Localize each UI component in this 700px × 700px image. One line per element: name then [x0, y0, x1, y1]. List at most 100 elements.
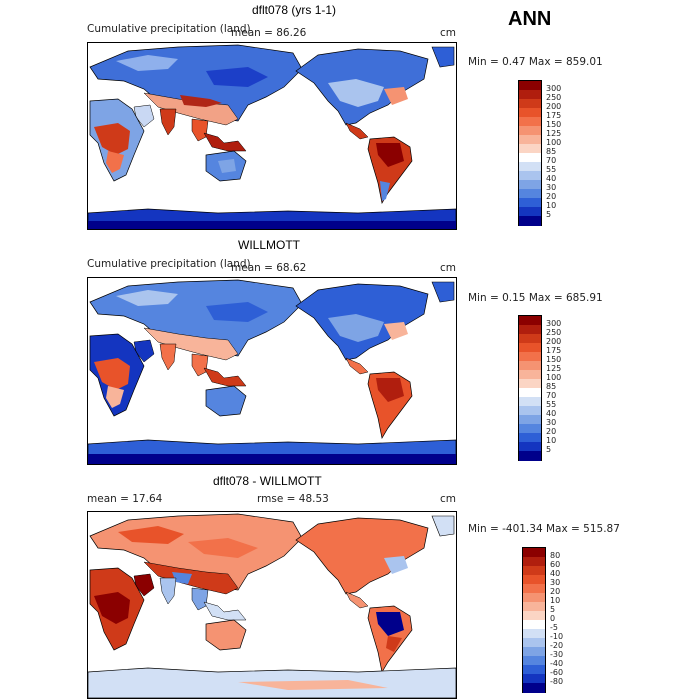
colorbar-swatch: [519, 388, 541, 398]
panel3-map: [87, 511, 457, 699]
panel3-units: cm: [440, 493, 457, 505]
colorbar-swatch: [523, 656, 545, 666]
colorbar-swatch: [519, 397, 541, 407]
colorbar-swatch: [523, 566, 545, 576]
panel1-map: [87, 42, 457, 230]
colorbar-tick-label: 5: [546, 210, 552, 219]
colorbar-tick-label: -60: [550, 668, 564, 677]
panel2-subtitle: Cumulative precipitation (land): [87, 258, 251, 270]
colorbar-tick-label: 200: [546, 102, 562, 111]
colorbar-tick-label: 85: [546, 382, 557, 391]
colorbar-tick-label: 5: [550, 605, 556, 614]
season-label: ANN: [508, 8, 552, 30]
colorbar-swatch: [519, 325, 541, 335]
colorbar-tick-label: 40: [546, 409, 557, 418]
colorbar-tick-label: -20: [550, 641, 564, 650]
colorbar-swatch: [523, 638, 545, 648]
panel2-map: [87, 277, 457, 465]
colorbar-tick-label: 55: [546, 165, 557, 174]
colorbar-tick-label: -10: [550, 632, 564, 641]
colorbar-tick-label: 200: [546, 337, 562, 346]
colorbar-tick-label: 10: [550, 596, 561, 605]
colorbar-swatch: [519, 424, 541, 434]
panel3-mean: mean = 17.64: [87, 493, 163, 505]
colorbar-tick-label: -40: [550, 659, 564, 668]
colorbar-swatch: [519, 433, 541, 443]
colorbar-swatch: [519, 153, 541, 163]
colorbar-swatch: [523, 629, 545, 639]
colorbar-swatch: [519, 171, 541, 181]
colorbar-swatch: [519, 334, 541, 344]
colorbar-tick-label: 250: [546, 93, 562, 102]
colorbar-swatch: [519, 126, 541, 136]
colorbar-swatch: [519, 379, 541, 389]
colorbar-tick-label: 30: [550, 578, 561, 587]
colorbar-tick-label: 20: [546, 192, 557, 201]
colorbar-tick-label: 5: [546, 445, 552, 454]
colorbar-tick-label: 150: [546, 355, 562, 364]
colorbar-swatch: [523, 620, 545, 630]
panel2-title: WILLMOTT: [238, 238, 300, 252]
colorbar-tick-label: 55: [546, 400, 557, 409]
panel2-colorbar: [518, 315, 542, 461]
colorbar-tick-label: 100: [546, 373, 562, 382]
colorbar-swatch: [523, 575, 545, 585]
panel1-mean: mean = 86.26: [231, 27, 307, 39]
colorbar-swatch: [523, 611, 545, 621]
colorbar-tick-label: 70: [546, 391, 557, 400]
colorbar-tick-label: 150: [546, 120, 562, 129]
panel3-colorbar: [522, 547, 546, 693]
colorbar-tick-label: 30: [546, 183, 557, 192]
colorbar-swatch: [519, 442, 541, 452]
colorbar-swatch: [519, 198, 541, 208]
colorbar-tick-label: 100: [546, 138, 562, 147]
colorbar-swatch: [523, 674, 545, 684]
colorbar-tick-label: 175: [546, 346, 562, 355]
colorbar-tick-label: 10: [546, 436, 557, 445]
panel1-title: dflt078 (yrs 1-1): [252, 3, 337, 17]
colorbar-tick-label: -30: [550, 650, 564, 659]
colorbar-tick-label: 300: [546, 84, 562, 93]
panel2-units: cm: [440, 262, 457, 274]
colorbar-swatch: [519, 189, 541, 199]
colorbar-tick-label: 20: [546, 427, 557, 436]
colorbar-swatch: [523, 683, 545, 693]
colorbar-swatch: [523, 557, 545, 567]
colorbar-tick-label: 85: [546, 147, 557, 156]
colorbar-swatch: [519, 135, 541, 145]
colorbar-swatch: [519, 361, 541, 371]
colorbar-tick-label: 300: [546, 319, 562, 328]
colorbar-swatch: [523, 548, 545, 558]
colorbar-tick-label: 175: [546, 111, 562, 120]
colorbar-swatch: [519, 90, 541, 100]
panel1-colorbar: [518, 80, 542, 226]
colorbar-swatch: [519, 144, 541, 154]
colorbar-swatch: [519, 117, 541, 127]
panel2-minmax: Min = 0.15 Max = 685.91: [468, 292, 603, 304]
colorbar-swatch: [519, 162, 541, 172]
colorbar-tick-label: 40: [546, 174, 557, 183]
panel1-units: cm: [440, 27, 457, 39]
colorbar-swatch: [519, 99, 541, 109]
colorbar-tick-label: 80: [550, 551, 561, 560]
colorbar-tick-label: 30: [546, 418, 557, 427]
colorbar-swatch: [519, 316, 541, 326]
colorbar-swatch: [519, 81, 541, 91]
colorbar-swatch: [523, 602, 545, 612]
panel3-minmax: Min = -401.34 Max = 515.87: [468, 523, 620, 535]
colorbar-tick-label: 70: [546, 156, 557, 165]
colorbar-swatch: [519, 370, 541, 380]
colorbar-swatch: [519, 207, 541, 217]
colorbar-swatch: [519, 352, 541, 362]
panel3-title: dflt078 - WILLMOTT: [213, 474, 322, 488]
colorbar-tick-label: 250: [546, 328, 562, 337]
colorbar-swatch: [523, 647, 545, 657]
panel1-subtitle: Cumulative precipitation (land): [87, 23, 251, 35]
colorbar-tick-label: 0: [550, 614, 556, 623]
colorbar-swatch: [523, 593, 545, 603]
colorbar-tick-label: 40: [550, 569, 561, 578]
panel2-mean: mean = 68.62: [231, 262, 307, 274]
colorbar-tick-label: -5: [550, 623, 558, 632]
colorbar-swatch: [523, 584, 545, 594]
colorbar-tick-label: 20: [550, 587, 561, 596]
